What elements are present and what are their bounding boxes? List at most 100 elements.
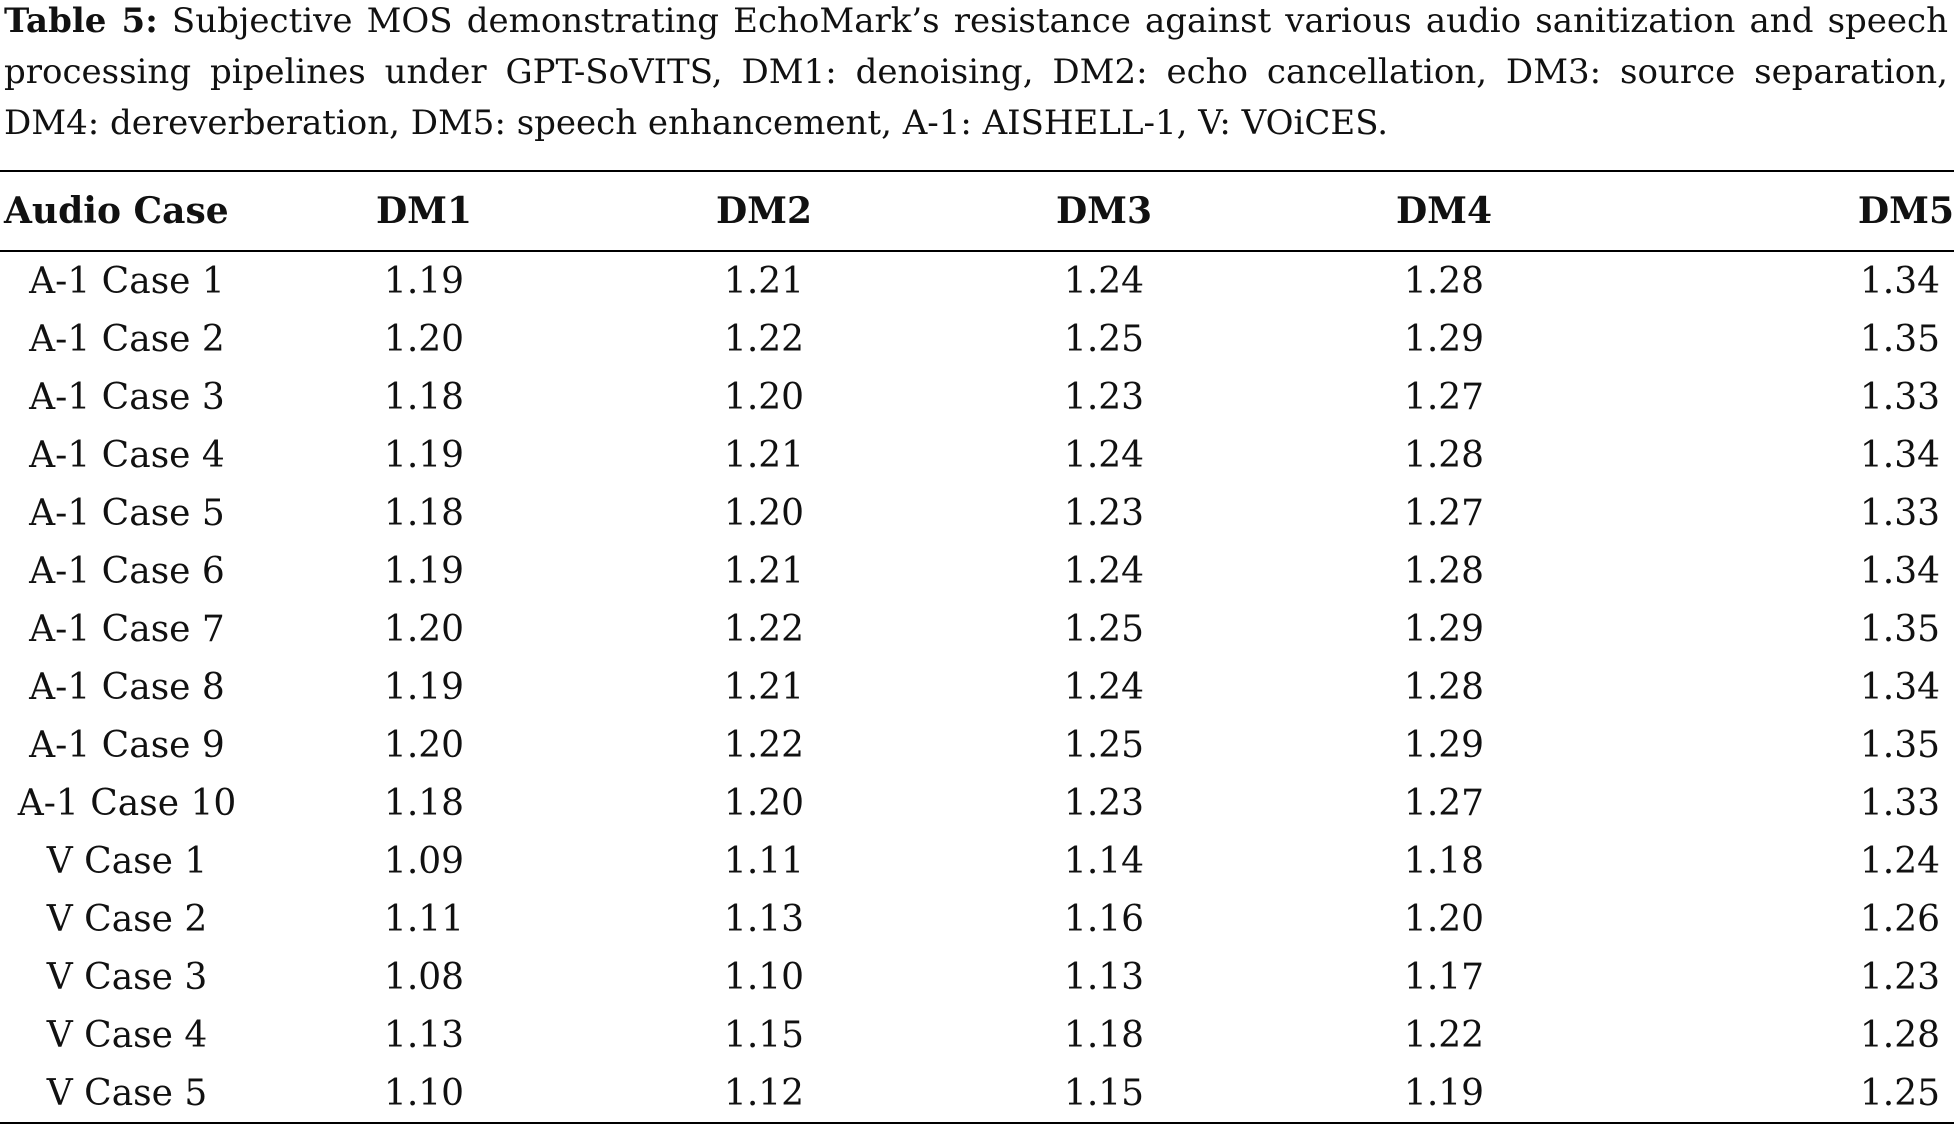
header-cell-dm4: DM4 (1395, 190, 1493, 232)
cell-dm5: 1.26 (1859, 898, 1940, 940)
cell-audio-case: A-1 Case 5 (29, 492, 225, 534)
cell-dm4: 1.28 (1403, 260, 1485, 302)
cell-dm1: 1.19 (383, 666, 465, 708)
cell-dm3: 1.24 (1063, 260, 1145, 302)
cell-dm4: 1.29 (1403, 318, 1485, 360)
cell-dm1: 1.20 (383, 608, 465, 650)
cell-audio-case: A-1 Case 4 (29, 434, 225, 476)
cell-dm2: 1.21 (723, 550, 805, 592)
cell-dm2: 1.21 (723, 434, 805, 476)
cell-dm5: 1.34 (1859, 550, 1940, 592)
cell-dm1: 1.18 (383, 782, 465, 824)
caption-text: Subjective MOS demonstrating EchoMark’s … (4, 1, 1948, 143)
cell-dm1: 1.19 (383, 550, 465, 592)
table-row: A-1 Case 2 1.20 1.22 1.25 1.29 1.35 (0, 310, 1954, 368)
header-cell-audio-case: Audio Case (4, 190, 229, 232)
header-cell-dm1: DM1 (375, 190, 473, 232)
table-row: V Case 5 1.10 1.12 1.15 1.19 1.25 (0, 1064, 1954, 1123)
cell-audio-case: A-1 Case 2 (29, 318, 225, 360)
header-cell-dm5: DM5 (1857, 190, 1954, 232)
cell-dm4: 1.19 (1403, 1072, 1485, 1114)
cell-audio-case: A-1 Case 3 (29, 376, 225, 418)
cell-dm3: 1.25 (1063, 608, 1145, 650)
cell-audio-case: V Case 5 (46, 1072, 208, 1114)
cell-dm2: 1.20 (723, 492, 805, 534)
cell-dm5: 1.33 (1859, 376, 1940, 418)
table-row: V Case 3 1.08 1.10 1.13 1.17 1.23 (0, 948, 1954, 1006)
cell-dm4: 1.29 (1403, 724, 1485, 766)
cell-dm4: 1.20 (1403, 898, 1485, 940)
cell-dm3: 1.25 (1063, 318, 1145, 360)
cell-dm4: 1.27 (1403, 782, 1485, 824)
cell-dm4: 1.29 (1403, 608, 1485, 650)
cell-dm3: 1.24 (1063, 434, 1145, 476)
cell-dm3: 1.16 (1063, 898, 1145, 940)
table-body: A-1 Case 1 1.19 1.21 1.24 1.28 1.34 A-1 Case 2… (0, 251, 1954, 1123)
cell-audio-case: A-1 Case 8 (29, 666, 225, 708)
cell-dm2: 1.15 (723, 1014, 805, 1056)
cell-dm5: 1.33 (1859, 492, 1940, 534)
table-row: A-1 Case 9 1.20 1.22 1.25 1.29 1.35 (0, 716, 1954, 774)
table-row: A-1 Case 7 1.20 1.22 1.25 1.29 1.35 (0, 600, 1954, 658)
cell-dm2: 1.12 (723, 1072, 805, 1114)
cell-dm3: 1.24 (1063, 550, 1145, 592)
cell-dm2: 1.11 (723, 840, 805, 882)
cell-dm2: 1.20 (723, 376, 805, 418)
cell-dm5: 1.35 (1859, 724, 1940, 766)
table-row: A-1 Case 3 1.18 1.20 1.23 1.27 1.33 (0, 368, 1954, 426)
cell-dm1: 1.10 (383, 1072, 465, 1114)
cell-audio-case: V Case 1 (46, 840, 208, 882)
cell-dm5: 1.34 (1859, 434, 1940, 476)
cell-dm2: 1.10 (723, 956, 805, 998)
cell-dm5: 1.35 (1859, 318, 1940, 360)
cell-audio-case: V Case 3 (46, 956, 208, 998)
cell-audio-case: A-1 Case 7 (29, 608, 225, 650)
cell-dm1: 1.13 (383, 1014, 465, 1056)
cell-dm5: 1.23 (1859, 956, 1940, 998)
table-row: A-1 Case 8 1.19 1.21 1.24 1.28 1.34 (0, 658, 1954, 716)
cell-dm3: 1.13 (1063, 956, 1145, 998)
cell-audio-case: V Case 4 (46, 1014, 208, 1056)
cell-dm3: 1.24 (1063, 666, 1145, 708)
table-row: A-1 Case 6 1.19 1.21 1.24 1.28 1.34 (0, 542, 1954, 600)
cell-dm2: 1.13 (723, 898, 805, 940)
cell-dm2: 1.21 (723, 666, 805, 708)
cell-dm1: 1.19 (383, 260, 465, 302)
header-cell-dm2: DM2 (715, 190, 813, 232)
cell-dm1: 1.19 (383, 434, 465, 476)
cell-dm3: 1.14 (1063, 840, 1145, 882)
cell-dm2: 1.20 (723, 782, 805, 824)
cell-dm4: 1.18 (1403, 840, 1485, 882)
caption-label: Table 5: (4, 1, 158, 41)
cell-dm4: 1.28 (1403, 666, 1485, 708)
cell-audio-case: A-1 Case 1 (29, 260, 225, 302)
cell-dm5: 1.34 (1859, 260, 1940, 302)
cell-dm5: 1.28 (1859, 1014, 1940, 1056)
cell-dm5: 1.34 (1859, 666, 1940, 708)
cell-dm4: 1.22 (1403, 1014, 1485, 1056)
cell-dm2: 1.22 (723, 724, 805, 766)
table-row: V Case 2 1.11 1.13 1.16 1.20 1.26 (0, 890, 1954, 948)
cell-audio-case: V Case 2 (46, 898, 208, 940)
cell-dm4: 1.27 (1403, 376, 1485, 418)
cell-dm3: 1.15 (1063, 1072, 1145, 1114)
table-row: A-1 Case 4 1.19 1.21 1.24 1.28 1.34 (0, 426, 1954, 484)
table-row: A-1 Case 1 1.19 1.21 1.24 1.28 1.34 (0, 251, 1954, 310)
cell-dm5: 1.33 (1859, 782, 1940, 824)
cell-audio-case: A-1 Case 9 (29, 724, 225, 766)
cell-dm2: 1.22 (723, 608, 805, 650)
results-table: Audio Case DM1 DM2 DM3 DM4 DM5 A-1 Case … (0, 170, 1954, 1124)
cell-dm1: 1.20 (383, 724, 465, 766)
cell-dm2: 1.22 (723, 318, 805, 360)
results-table-container: Audio Case DM1 DM2 DM3 DM4 DM5 A-1 Case … (0, 170, 1954, 1124)
cell-dm3: 1.23 (1063, 782, 1145, 824)
header-row: Audio Case DM1 DM2 DM3 DM4 DM5 (0, 171, 1954, 251)
cell-dm1: 1.09 (383, 840, 465, 882)
cell-dm3: 1.23 (1063, 492, 1145, 534)
cell-dm4: 1.28 (1403, 550, 1485, 592)
cell-dm3: 1.25 (1063, 724, 1145, 766)
cell-dm3: 1.23 (1063, 376, 1145, 418)
cell-dm1: 1.18 (383, 492, 465, 534)
cell-dm3: 1.18 (1063, 1014, 1145, 1056)
